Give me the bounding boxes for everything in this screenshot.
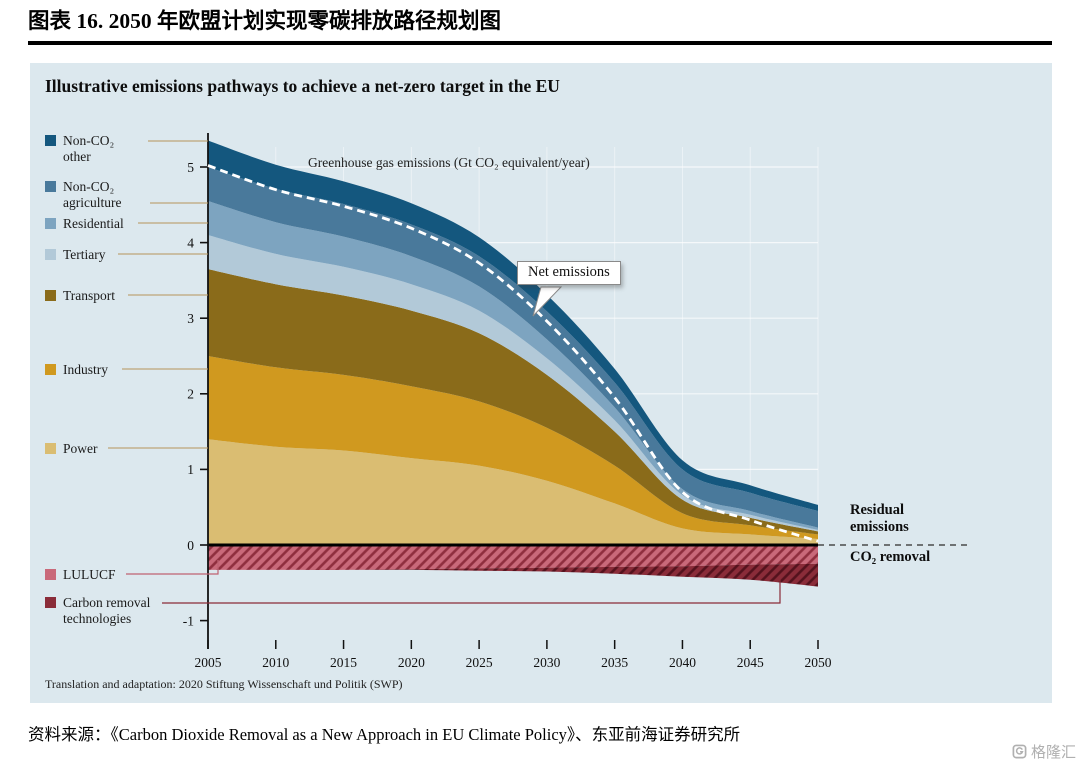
legend-label: LULUCF [63,567,116,582]
legend-swatch [45,364,56,375]
x-tick-label: 2010 [262,655,289,670]
band-non-co-agriculture [208,167,818,528]
gelonghui-logo-icon [1012,744,1027,759]
band-transport [208,269,818,535]
band-residential [208,201,818,530]
legend-label: Power [63,441,98,456]
chart-footnote: Translation and adaptation: 2020 Stiftun… [45,677,403,691]
legend-label: Residential [63,216,124,231]
band-lulucf [208,545,818,570]
legend-swatch [45,135,56,146]
emissions-stacked-area-chart: -1 0 1 2 3 4 5 2005 2010 2015 2020 2025 2030 2035 2040… [108,133,970,670]
band-carbon-removal-technologies [208,563,818,587]
co2-removal-label: CO₂ removal [850,549,931,565]
legend-label: Non-CO₂ other [63,133,115,164]
legend-item-industry: Industry [45,362,168,378]
residual-emissions-label: Residual emissions [850,502,909,535]
net-emissions-callout: Net emissions [517,261,621,285]
legend-item-non-co-other: Non-CO₂ other [45,133,168,165]
x-tick-label: 2045 [737,655,764,670]
legend-swatch [45,249,56,260]
legend-label: Industry [63,362,108,377]
x-tick-label: 2020 [398,655,425,670]
legend-swatch [45,290,56,301]
legend-swatch [45,569,56,580]
figure-title-bar: 图表 16. 2050 年欧盟计划实现零碳排放路径规划图 [28,8,1052,45]
net-emissions-callout-pointer [532,286,563,317]
x-tick-label: 2030 [533,655,560,670]
y-tick-label: 1 [187,462,194,477]
chart-legend: Non-CO₂ other Non-CO₂ agriculture Residentia… [30,63,230,703]
legend-label: Carbon removal technologies [63,595,151,626]
watermark-text: 格隆汇 [1030,744,1076,761]
band-industry [208,356,818,539]
y-tick-label: -1 [183,613,194,628]
x-tick-label: 2050 [805,655,832,670]
axis-ticks: -1 0 1 2 3 4 5 2005 2010 2015 2020 2025 2030 2035 2040… [183,160,832,670]
chart-title: Illustrative emissions pathways to achie… [45,76,560,96]
figure-title: 图表 16. 2050 年欧盟计划实现零碳排放路径规划图 [28,9,502,33]
y-tick-label: 3 [187,311,194,326]
x-tick-label: 2025 [466,655,493,670]
net-emissions-line [207,164,819,543]
legend-item-carbon-removal-technologies: Carbon removal technologies [45,595,168,627]
stacked-area-bands [208,140,818,587]
legend-swatch [45,597,56,608]
x-tick-label: 2035 [601,655,628,670]
chart-panel: -1 0 1 2 3 4 5 2005 2010 2015 2020 2025 2030 2035 2040… [30,63,1052,703]
legend-leader-lines [108,140,781,604]
y-tick-label: 4 [187,235,194,250]
legend-item-residential: Residential [45,216,168,232]
legend-swatch [45,443,56,454]
band-non-co-other [208,140,818,511]
legend-swatch [45,218,56,229]
gelonghui-watermark: 格隆汇 [1012,741,1076,762]
legend-item-non-co-agriculture: Non-CO₂ agriculture [45,179,168,211]
band-power [208,439,818,545]
band-tertiary [208,235,818,532]
y-tick-label: 5 [187,160,194,175]
units-annotation: Greenhouse gas emissions (Gt CO₂ equival… [308,155,590,170]
legend-item-transport: Transport [45,288,168,304]
legend-item-lulucf: LULUCF [45,567,168,583]
source-line: 资料来源：《Carbon Dioxide Removal as a New Ap… [28,725,741,744]
x-tick-label: 2005 [195,655,222,670]
legend-label: Transport [63,288,116,303]
legend-item-power: Power [45,441,168,457]
legend-item-tertiary: Tertiary [45,247,168,263]
y-tick-label: 0 [187,538,194,553]
legend-swatch [45,181,56,192]
legend-label: Non-CO₂ agriculture [63,179,122,210]
x-tick-label: 2015 [330,655,357,670]
y-tick-label: 2 [187,387,194,402]
x-tick-label: 2040 [669,655,696,670]
legend-label: Tertiary [63,247,106,262]
